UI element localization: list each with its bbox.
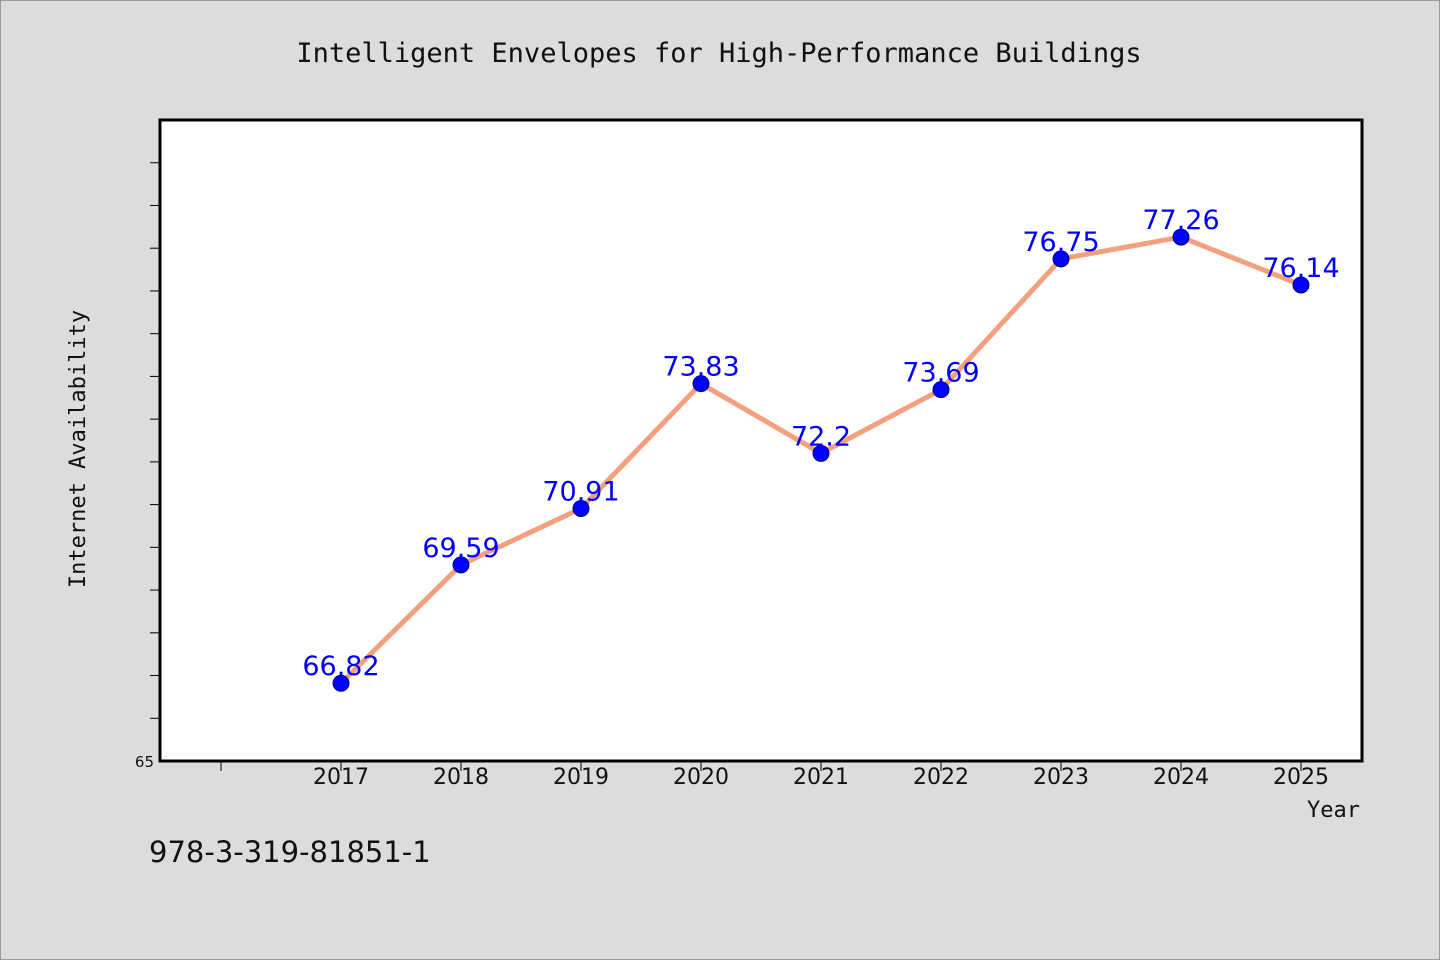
y-axis-tick-labels: 65 [135, 753, 154, 771]
data-label: 76.75 [1022, 227, 1099, 258]
data-label: 73.83 [662, 352, 739, 383]
x-axis-tick-labels: 2017 2018 2019 2020 2021 2022 2023 2024 2025 [313, 765, 1329, 790]
data-point [1292, 276, 1310, 294]
data-point [812, 444, 830, 462]
data-point [932, 381, 950, 399]
y-tick-label: 65 [135, 753, 154, 771]
x-axis-label: Year [1307, 798, 1360, 823]
x-tick-label: 2019 [553, 765, 609, 790]
data-label: 72.2 [791, 421, 851, 452]
x-tick-label: 2018 [433, 765, 489, 790]
x-tick-label: 2022 [913, 765, 969, 790]
data-markers [332, 228, 1310, 692]
data-point [452, 556, 470, 574]
data-point [332, 674, 350, 692]
x-tick-label: 2023 [1033, 765, 1089, 790]
x-axis-ticks [220, 761, 1302, 771]
x-tick-label: 2020 [673, 765, 729, 790]
data-point [572, 499, 590, 517]
isbn-footer: 978-3-319-81851-1 [149, 835, 431, 869]
y-axis-label: Internet Availability [66, 310, 91, 588]
data-labels: 66.82 69.59 70.91 73.83 72.2 73.69 76.75 77.26 7… [302, 205, 1339, 682]
data-point [1052, 250, 1070, 268]
plot-area [158, 118, 1364, 763]
data-label: 73.69 [902, 358, 979, 389]
x-tick-label: 2024 [1153, 765, 1209, 790]
data-label: 69.59 [422, 533, 499, 564]
y-axis-ticks [150, 162, 160, 719]
data-label: 76.14 [1262, 253, 1339, 284]
x-tick-label: 2017 [313, 765, 369, 790]
data-point [692, 375, 710, 393]
chart-title: Intelligent Envelopes for High-Performan… [296, 38, 1141, 69]
data-label: 70.91 [542, 476, 619, 507]
data-label: 66.82 [302, 651, 379, 682]
x-tick-label: 2025 [1273, 765, 1329, 790]
x-tick-label: 2021 [793, 765, 849, 790]
data-point [1172, 228, 1190, 246]
data-label: 77.26 [1142, 205, 1219, 236]
